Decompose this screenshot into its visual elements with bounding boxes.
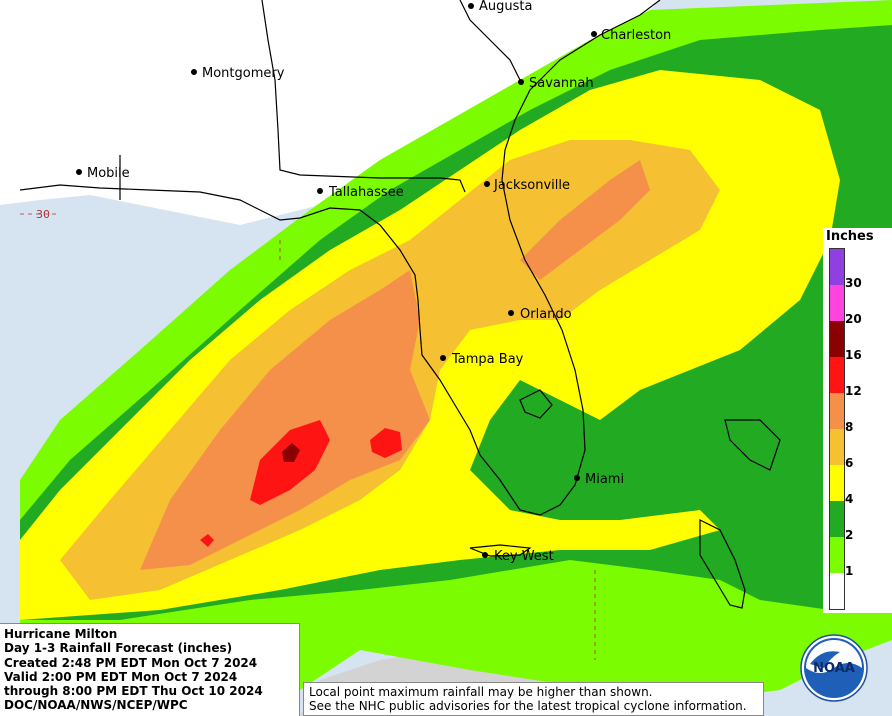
maritime-boundaries [20,213,596,660]
city-label-montgomery: Montgomery [202,66,285,81]
city-label-tallahassee: Tallahassee [328,185,404,200]
city-markers: Augusta Charleston Montgomery Savannah M… [76,0,671,564]
city-dot-charleston [591,31,597,37]
swath-12in-b [370,428,402,458]
swath-16in [282,443,300,462]
info-title: Hurricane Milton [4,627,118,641]
city-dot-tallahassee [317,188,323,194]
legend-tick-30: 30 [845,276,862,290]
legend-swatch-8 [830,393,844,429]
info-valid-start: Valid 2:00 PM EDT Mon Oct 7 2024 [4,669,238,684]
city-label-miami: Miami [585,472,624,487]
swath-8in [140,270,430,570]
legend-swatch-4 [830,465,844,501]
noaa-logo-icon: NOAA [800,634,868,702]
legend-tick-1: 1 [845,564,854,578]
city-label-mobile: Mobile [87,166,130,181]
legend-tick-12: 12 [845,384,862,398]
forecast-info-box: Hurricane Milton Day 1-3 Rainfall Foreca… [0,623,300,716]
info-valid-end: through 8:00 PM EDT Thu Oct 10 2024 [4,684,263,699]
swath-12in [250,420,330,505]
legend-tick-6: 6 [845,456,854,470]
info-product: Day 1-3 Rainfall Forecast (inches) [4,641,233,656]
legend-swatch-6 [830,429,844,465]
city-label-augusta: Augusta [479,0,532,14]
city-dot-mobile [76,169,82,175]
legend-swatch-30 [830,249,844,285]
city-dot-jacksonville [484,181,490,187]
city-dot-tampa-bay [440,355,446,361]
info-created: Created 2:48 PM EDT Mon Oct 7 2024 [4,655,258,670]
swath-12in-c [200,534,214,547]
city-label-jacksonville: Jacksonville [493,178,570,193]
legend-swatch-16 [830,321,844,357]
legend-tick-4: 4 [845,492,854,506]
city-dot-miami [574,475,580,481]
rainfall-legend: Inches 1 2 4 6 8 12 16 20 30 [823,228,892,613]
legend-tick-2: 2 [845,528,854,542]
legend-tick-8: 8 [845,420,854,434]
city-dot-augusta [468,3,474,9]
legend-swatch-2 [830,501,844,537]
city-label-savannah: Savannah [529,76,594,91]
city-dot-montgomery [191,69,197,75]
disclaimer-box: Local point maximum rainfall may be high… [303,682,764,716]
legend-tick-20: 20 [845,312,862,326]
legend-title: Inches [826,229,874,244]
legend-swatch-20 [830,285,844,321]
city-dot-orlando [508,310,514,316]
info-source: DOC/NOAA/NWS/NCEP/WPC [4,698,188,713]
map-borders [19,0,781,609]
svg-text:NOAA: NOAA [813,661,855,676]
disclaimer-line-1: Local point maximum rainfall may be high… [309,685,653,699]
city-dot-savannah [518,79,524,85]
legend-color-bar [829,248,845,610]
city-label-charleston: Charleston [601,28,671,43]
city-label-key-west: Key West [494,549,554,564]
legend-swatch-0 [830,573,844,609]
city-dot-key-west [482,552,488,558]
legend-tick-16: 16 [845,348,862,362]
city-label-tampa-bay: Tampa Bay [451,352,524,367]
legend-swatch-12 [830,357,844,393]
latitude-label: 30 [36,208,50,221]
swath-8in-ne [520,160,650,280]
city-label-orlando: Orlando [520,307,572,322]
legend-swatch-1 [830,537,844,573]
disclaimer-line-2: See the NHC public advisories for the la… [309,699,747,713]
